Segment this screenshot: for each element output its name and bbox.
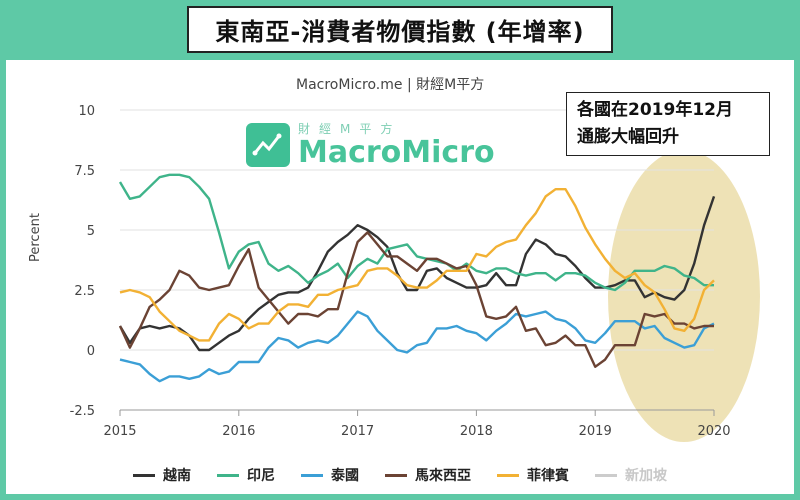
callout-line-2: 通膨大幅回升 [577, 127, 679, 147]
x-tick-label: 2017 [341, 424, 374, 439]
y-tick-label: 7.5 [74, 164, 95, 179]
y-tick-label: -2.5 [70, 404, 95, 419]
legend-label: 新加坡 [625, 468, 667, 484]
legend-swatch [385, 473, 407, 477]
legend-swatch [301, 473, 323, 477]
legend-swatch [133, 473, 155, 477]
legend-swatch [217, 473, 239, 477]
y-tick-label: 2.5 [74, 284, 95, 299]
series-line-菲律賓 [119, 187, 715, 342]
x-tick-label: 2015 [103, 424, 136, 439]
legend-item[interactable]: 泰國 [301, 465, 359, 485]
series-line-越南 [118, 196, 716, 352]
source-label: MacroMicro.me | 財經M平方 [296, 77, 485, 93]
legend-label: 泰國 [331, 468, 359, 484]
y-axis-label: Percent [28, 213, 43, 262]
legend-swatch [497, 473, 519, 477]
y-tick-label: 10 [78, 104, 95, 119]
series-line-印尼 [118, 173, 714, 292]
y-tick-label: 5 [87, 224, 95, 239]
x-tick-label: 2016 [222, 424, 255, 439]
annotation-callout: 各國在2019年12月 通膨大幅回升 [566, 92, 770, 156]
y-tick-label: 0 [87, 344, 95, 359]
x-tick-label: 2018 [460, 424, 493, 439]
legend: 越南 印尼 泰國 馬來西亞 菲律賓 新加坡 [0, 462, 800, 488]
x-tick-label: 2020 [697, 424, 730, 439]
chart-title: 東南亞-消費者物價指數 (年增率) [187, 5, 613, 53]
watermark-main: MacroMicro [298, 135, 495, 170]
legend-label: 印尼 [247, 468, 275, 484]
watermark-logo-icon [246, 122, 290, 167]
highlight-ellipse [608, 150, 760, 442]
legend-label: 菲律賓 [527, 468, 569, 484]
watermark: 財經M平方 MacroMicro [246, 120, 495, 169]
legend-item[interactable]: 菲律賓 [497, 465, 569, 485]
legend-label: 越南 [163, 468, 191, 484]
series-line-馬來西亞 [118, 231, 714, 368]
callout-line-1: 各國在2019年12月 [577, 100, 733, 120]
legend-item[interactable]: 印尼 [217, 465, 275, 485]
title-bar: 東南亞-消費者物價指數 (年增率) [0, 0, 800, 58]
watermark-sub: 財經M平方 [298, 122, 402, 136]
series-line-泰國 [119, 310, 715, 383]
legend-item[interactable]: 新加坡 [595, 465, 667, 485]
legend-swatch [595, 473, 617, 477]
legend-item[interactable]: 越南 [133, 465, 191, 485]
x-tick-label: 2019 [579, 424, 612, 439]
legend-label: 馬來西亞 [415, 468, 471, 484]
legend-item[interactable]: 馬來西亞 [385, 465, 471, 485]
